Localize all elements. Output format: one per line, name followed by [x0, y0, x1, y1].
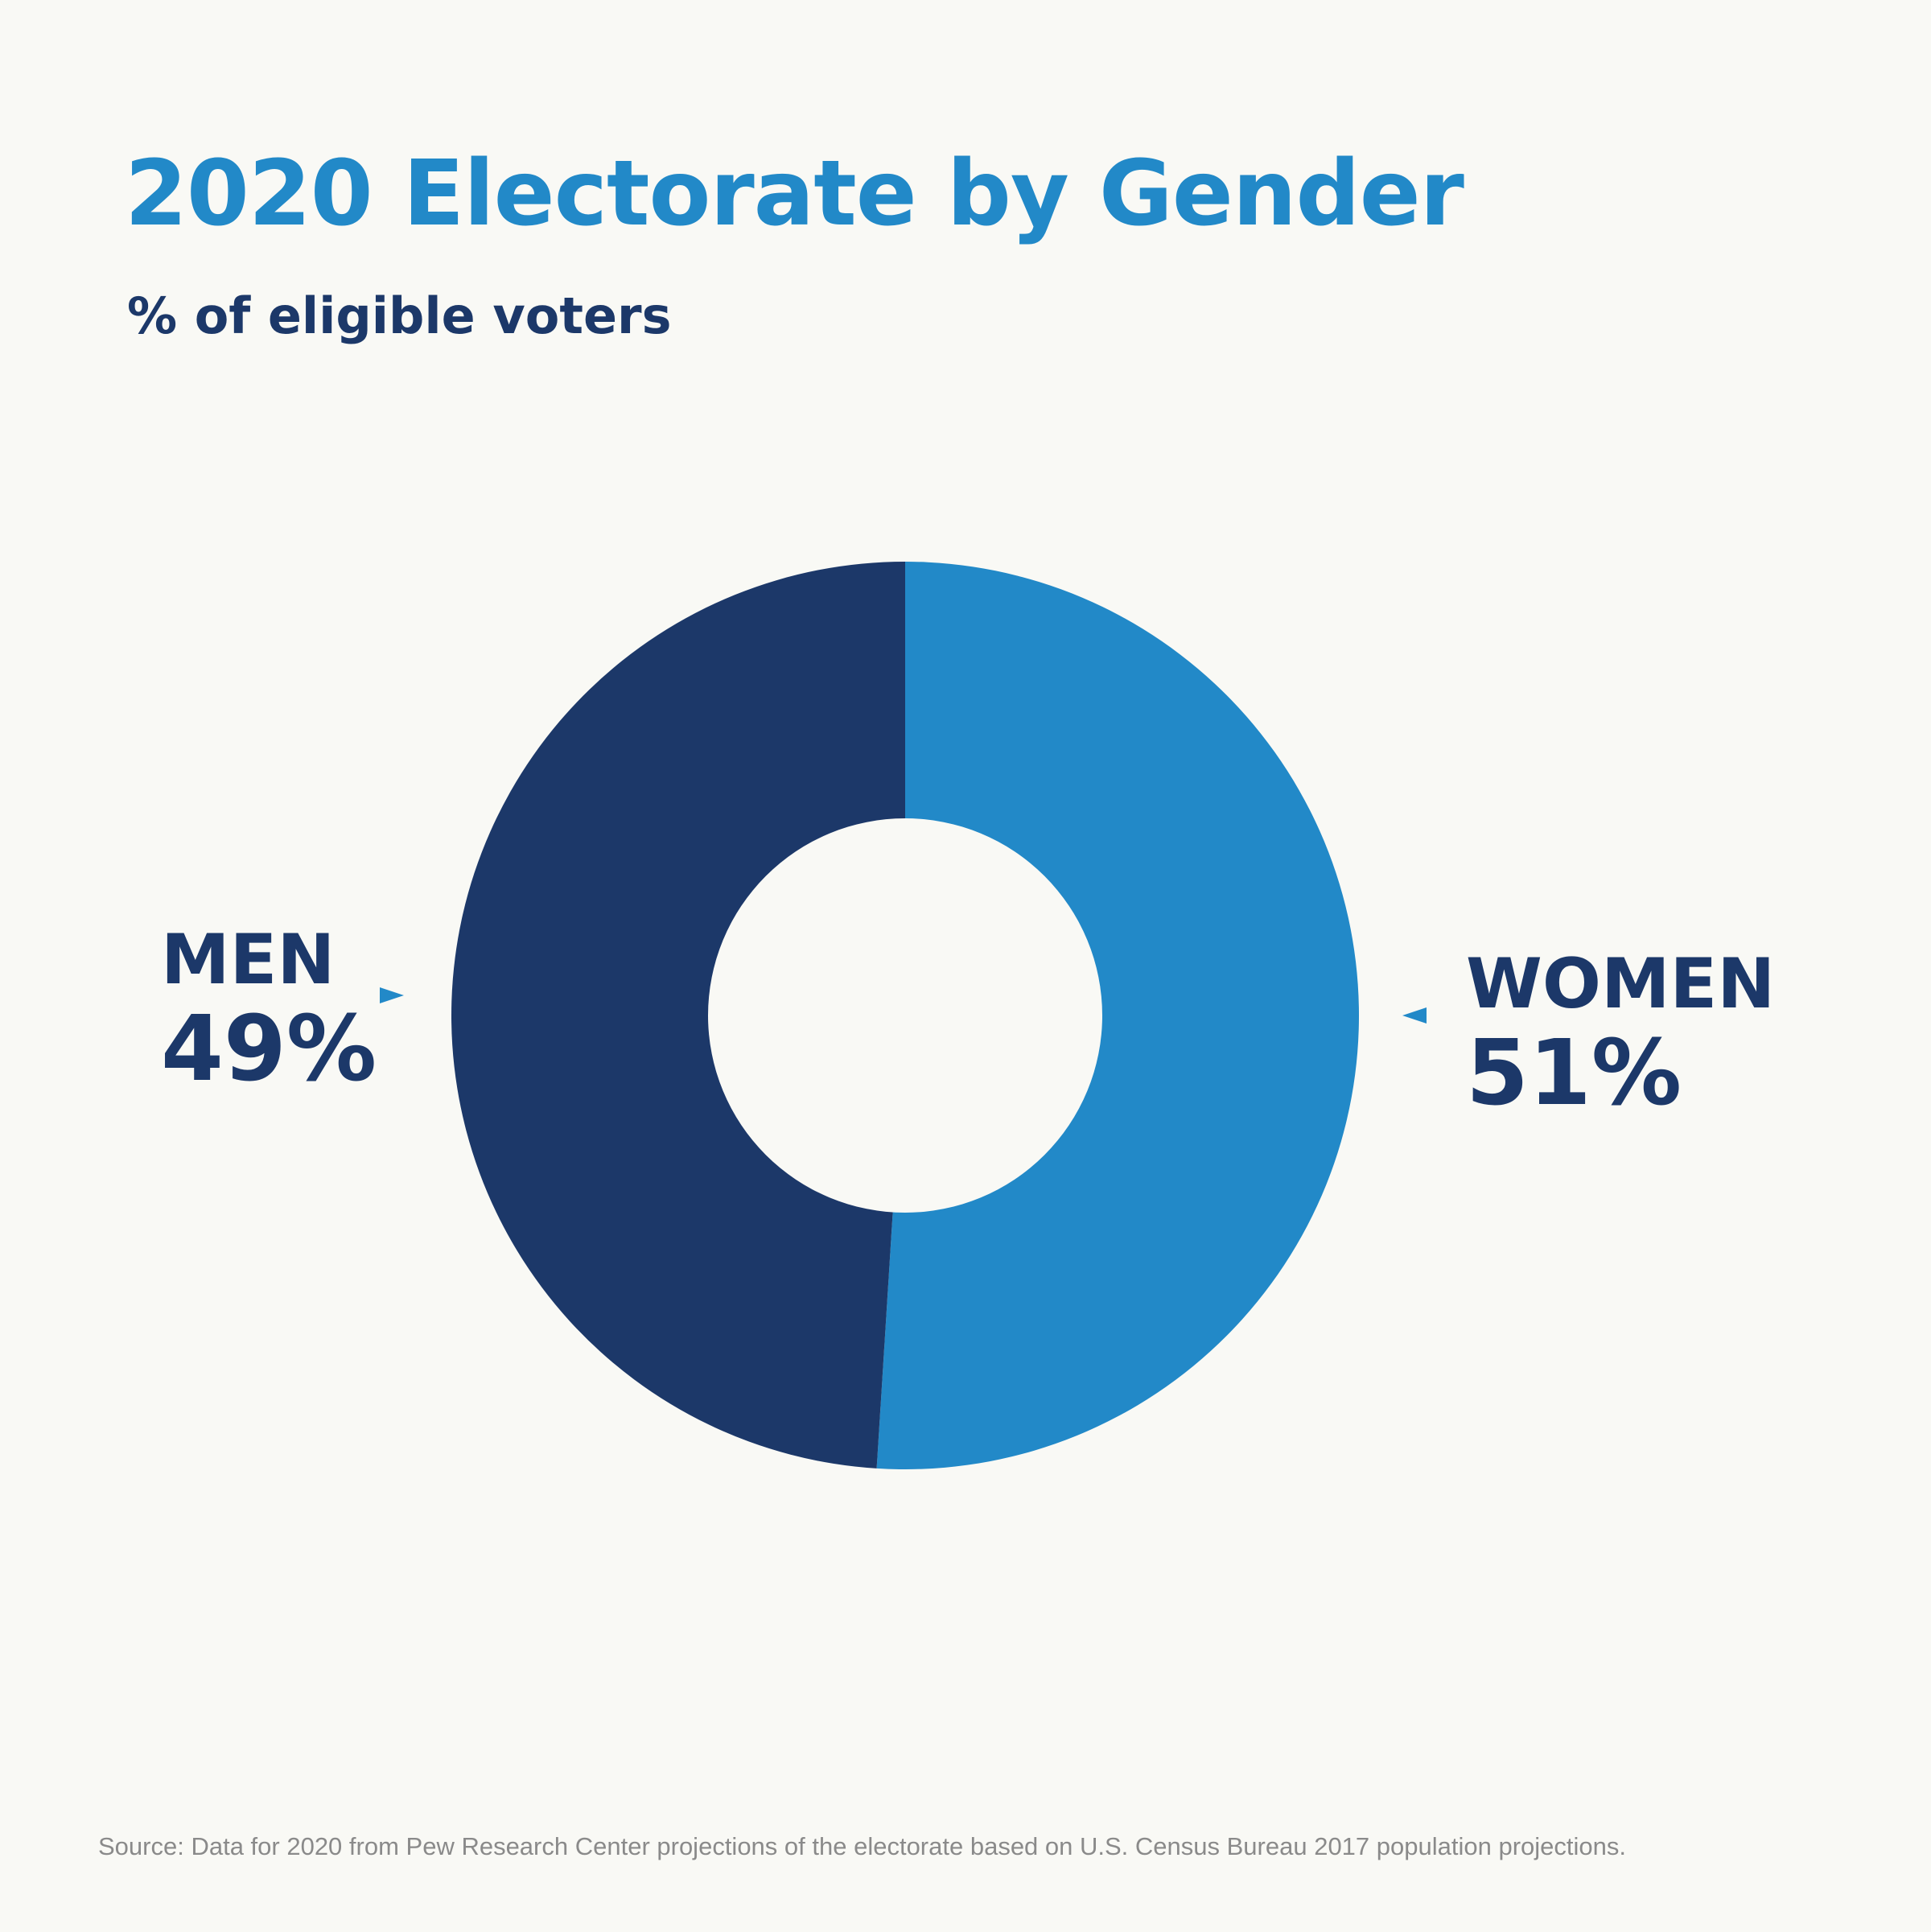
label-men: MEN	[161, 920, 335, 1000]
slice-women	[876, 562, 1360, 1470]
value-label-women: 51%	[1466, 1021, 1682, 1126]
chart-title: 2020 Electorate by Gender	[125, 142, 1464, 246]
slice-men	[451, 562, 905, 1469]
triangle-left-icon	[1402, 1007, 1427, 1024]
donut-slices	[451, 562, 1360, 1470]
triangle-right-icon	[380, 987, 404, 1003]
label-women: WOMEN	[1466, 944, 1775, 1024]
chart-subtitle: % of eligible voters	[127, 286, 672, 345]
donut-center-hole	[708, 818, 1102, 1213]
value-label-men: 49%	[161, 997, 377, 1102]
source-note: Source: Data for 2020 from Pew Research …	[98, 1832, 1626, 1860]
